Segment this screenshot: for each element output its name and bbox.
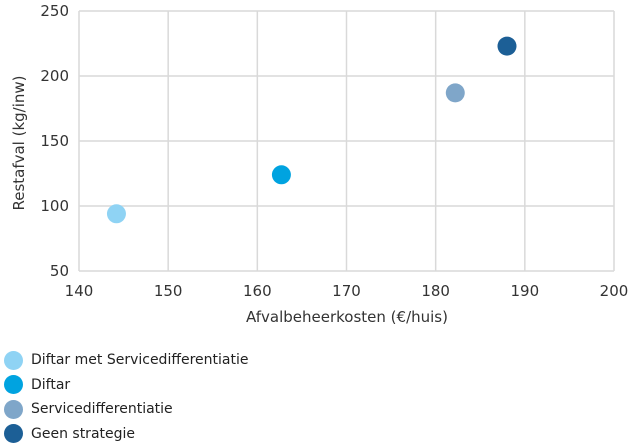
y-tick-label: 200 [40, 67, 69, 85]
legend-item: Geen strategie [4, 422, 404, 446]
data-point [446, 83, 465, 102]
data-point [107, 204, 126, 223]
x-tick-label: 150 [154, 282, 183, 300]
data-point [272, 165, 291, 184]
legend-swatch [4, 351, 23, 370]
x-tick-label: 180 [421, 282, 450, 300]
legend-swatch [4, 375, 23, 394]
x-tick-label: 190 [511, 282, 540, 300]
x-axis-label: Afvalbeheerkosten (€/huis) [246, 308, 448, 326]
legend-swatch [4, 400, 23, 419]
y-tick-label: 150 [40, 132, 69, 150]
legend-label: Geen strategie [31, 426, 135, 442]
y-tick-label: 100 [40, 197, 69, 215]
legend-item: Diftar met Servicedifferentiatie [4, 348, 404, 373]
legend-item: Servicedifferentiatie [4, 397, 404, 422]
legend-label: Servicedifferentiatie [31, 401, 173, 417]
legend-label: Diftar met Servicedifferentiatie [31, 352, 248, 368]
x-tick-label: 200 [600, 282, 629, 300]
x-tick-label: 170 [332, 282, 361, 300]
legend-item: Diftar [4, 373, 404, 398]
x-tick-label: 160 [243, 282, 272, 300]
y-axis-label: Restafval (kg/inw) [10, 75, 28, 210]
data-point [498, 37, 517, 56]
grid [79, 11, 614, 271]
x-tick-label: 140 [65, 282, 94, 300]
scatter-chart: 140 150 160 170 180 190 200 50 100 150 200 250 Afva… [0, 0, 632, 340]
legend-label: Diftar [31, 377, 70, 393]
legend: Diftar met Servicedifferentiatie Diftar Se… [4, 348, 404, 446]
legend-swatch [4, 424, 23, 443]
tick-labels: 140 150 160 170 180 190 200 50 100 150 200 250 [40, 2, 628, 300]
y-tick-label: 50 [50, 262, 69, 280]
y-tick-label: 250 [40, 2, 69, 20]
